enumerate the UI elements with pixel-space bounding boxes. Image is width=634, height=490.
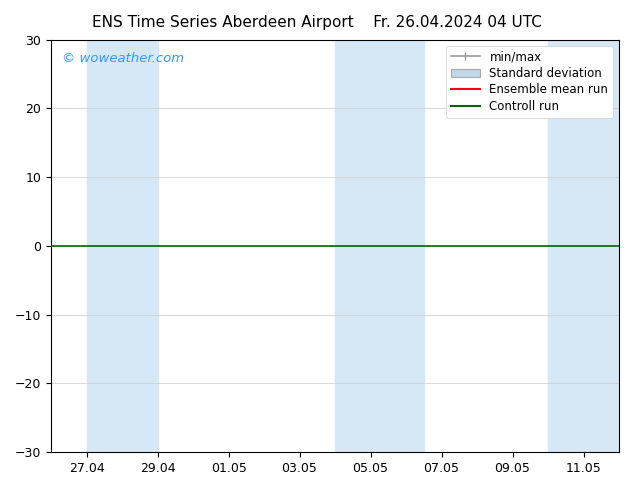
Text: © woweather.com: © woweather.com	[63, 52, 184, 65]
Bar	[87, 40, 158, 452]
Bar	[335, 40, 424, 452]
Legend: min/max, Standard deviation, Ensemble mean run, Controll run: min/max, Standard deviation, Ensemble me…	[446, 46, 613, 118]
Text: ENS Time Series Aberdeen Airport    Fr. 26.04.2024 04 UTC: ENS Time Series Aberdeen Airport Fr. 26.…	[92, 15, 542, 30]
Bar	[548, 40, 619, 452]
